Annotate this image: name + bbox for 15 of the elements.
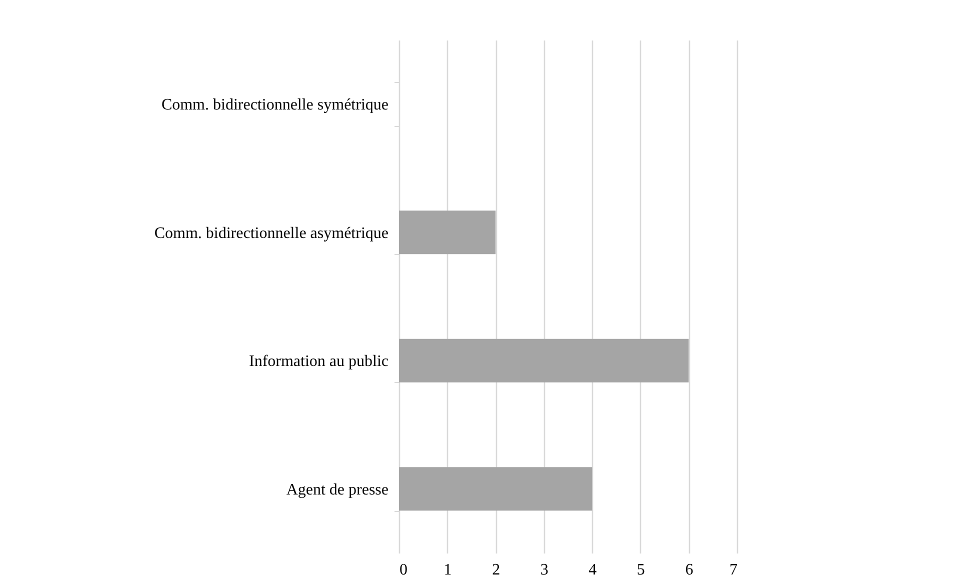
y-tick-label: Comm. bidirectionnelle asymétrique [154,224,388,242]
bar [399,210,496,254]
y-tick-label: Information au public [248,353,388,370]
bar [399,338,689,382]
x-tick-label: 6 [685,562,694,578]
x-tick-label: 1 [444,562,452,578]
x-tick-label: 3 [540,562,548,578]
bar [399,467,592,511]
x-tick-label: 5 [636,562,645,578]
x-tick-label: 4 [588,562,597,578]
y-tick-label: Comm. bidirectionnelle symétrique [161,96,388,114]
y-tick-label: Agent de presse [286,481,388,498]
x-tick-label: 7 [730,562,738,578]
x-tick-label: 0 [400,562,408,578]
x-tick-label: 2 [492,562,500,578]
